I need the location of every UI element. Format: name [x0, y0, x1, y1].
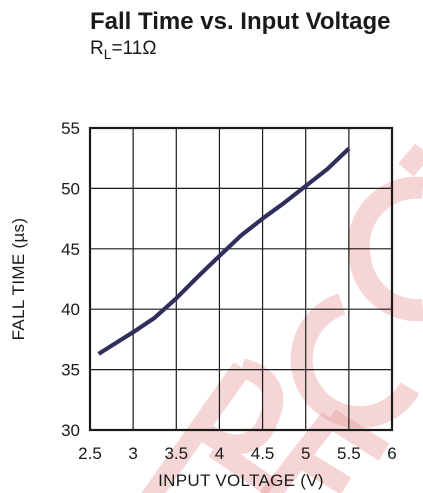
y-axis-label: FALL TIME (µs): [9, 218, 28, 341]
y-tick-label: 30: [61, 421, 80, 440]
subtitle-prefix: R: [90, 38, 104, 59]
x-tick-label: 6: [387, 444, 396, 463]
series-line: [97, 146, 351, 356]
chart-title: Fall Time vs. Input Voltage: [90, 8, 391, 35]
plot-frame: [88, 126, 394, 432]
x-tick-label: 3: [128, 444, 137, 463]
watermark-letter-e: [260, 409, 390, 493]
x-tick-label: 4: [215, 444, 224, 463]
watermark-letter-fragment: [398, 143, 423, 177]
subtitle-subscript: L: [104, 46, 112, 62]
watermark-letter-r: [141, 358, 284, 493]
x-tick-label: 5: [301, 444, 310, 463]
x-tick-label: 4.5: [251, 444, 275, 463]
subtitle-suffix: =11Ω: [112, 38, 157, 59]
watermark-letter-c: [290, 293, 420, 429]
x-tick-label: 2.5: [78, 444, 102, 463]
x-tick-label: 5.5: [337, 444, 361, 463]
chart-subtitle: RL=11Ω: [90, 38, 157, 62]
x-tick-label: 3.5: [164, 444, 188, 463]
x-axis-label: INPUT VOLTAGE (V): [158, 471, 324, 490]
y-tick-label: 35: [61, 361, 80, 380]
y-tick-label: 40: [61, 300, 80, 319]
y-tick-labels: 30 35 40 45 50 55: [61, 119, 80, 440]
gridlines: [90, 128, 392, 430]
y-tick-label: 50: [61, 179, 80, 198]
y-tick-label: 55: [61, 119, 80, 138]
y-tick-label: 45: [61, 240, 80, 259]
x-tick-labels: 2.5 3 3.5 4 4.5 5 5.5 6: [78, 444, 397, 463]
